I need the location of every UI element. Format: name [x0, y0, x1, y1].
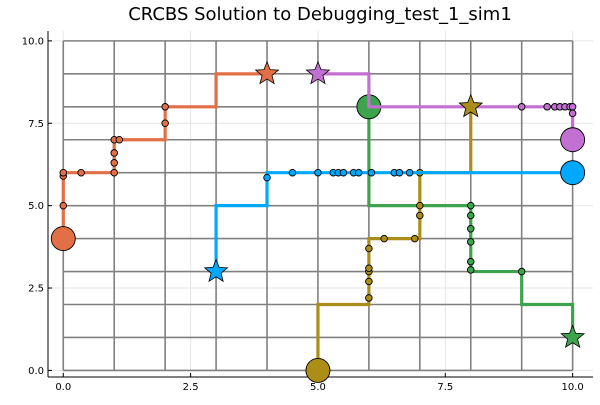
series-0-goal-marker: [254, 60, 280, 85]
series-0-waypoint-2: [59, 168, 68, 177]
series-0-waypoint-9: [161, 119, 169, 128]
series-0-waypoint-6: [110, 149, 118, 157]
series-4-waypoint-2: [314, 168, 322, 177]
series-3-waypoint-5: [380, 234, 388, 243]
series-1-waypoint-1: [467, 211, 475, 220]
series-2: [305, 60, 586, 153]
series-3-waypoint-7: [416, 211, 424, 220]
y-tick-label-3: 7.5: [28, 119, 44, 130]
x-tick-label-2: 5.0: [310, 382, 326, 393]
series-0-waypoint-3: [77, 168, 85, 177]
series-1: [356, 94, 586, 349]
x-tick-label-4: 10.0: [561, 382, 583, 393]
series-0-waypoint-8: [115, 135, 124, 144]
series-1-waypoint-2: [467, 224, 475, 233]
series-4-waypoint-7: [354, 168, 363, 177]
series-4-start-marker: [560, 160, 586, 186]
series-3-waypoint-0: [365, 294, 373, 302]
series-1-waypoint-0: [467, 201, 475, 210]
plot-area: [48, 31, 593, 377]
series-3-start-marker: [305, 357, 331, 383]
series-3-waypoint-3: [365, 264, 373, 273]
series-layer: [50, 60, 586, 383]
series-3-waypoint-4: [365, 244, 373, 253]
x-tick-label-3: 7.5: [437, 382, 453, 393]
series-0-waypoint-4: [110, 168, 118, 177]
series-2-goal-marker: [305, 60, 331, 85]
series-3-waypoint-6: [410, 234, 419, 243]
y-tick-label-2: 5.0: [28, 201, 44, 212]
series-3-waypoint-1: [365, 277, 373, 286]
series-2-start-marker: [560, 127, 586, 153]
series-4-waypoint-1: [288, 168, 297, 177]
series-4-waypoint-8: [367, 168, 376, 177]
series-2-waypoint-1: [517, 103, 526, 111]
y-tick-label-0: 0.0: [28, 366, 44, 377]
chart-title: CRCBS Solution to Debugging_test_1_sim1: [128, 4, 512, 25]
series-0-waypoint-10: [161, 103, 169, 111]
series-1-waypoint-4: [467, 257, 475, 266]
y-tick-label-1: 2.5: [28, 284, 44, 295]
series-2-waypoint-7: [568, 103, 577, 111]
x-tick-label-1: 2.5: [183, 382, 199, 393]
series-2-path: [317, 72, 575, 140]
series-1-goal-marker: [560, 324, 586, 349]
series-3-waypoint-8: [416, 201, 424, 210]
series-1-waypoint-5: [467, 266, 475, 274]
series-4-goal-marker: [203, 258, 229, 283]
series-1-waypoint-3: [467, 238, 475, 246]
series-0-waypoint-5: [110, 159, 118, 167]
series-2-waypoint-2: [543, 103, 551, 111]
y-tick-label-4: 10.0: [22, 36, 44, 47]
series-1-waypoint-6: [517, 267, 526, 276]
series-0-start-marker: [50, 226, 76, 252]
series-4-waypoint-11: [405, 168, 414, 177]
series-0: [50, 60, 280, 252]
series-4-waypoint-10: [395, 168, 404, 177]
series-4-waypoint-0: [263, 173, 271, 182]
series-4-waypoint-5: [339, 168, 348, 177]
series-4: [203, 160, 586, 283]
series-1-path: [367, 106, 575, 338]
x-tick-label-0: 0.0: [55, 382, 71, 393]
series-0-waypoint-0: [59, 201, 68, 210]
series-3-goal-marker: [458, 93, 484, 118]
series-2-waypoint-8: [568, 109, 577, 118]
